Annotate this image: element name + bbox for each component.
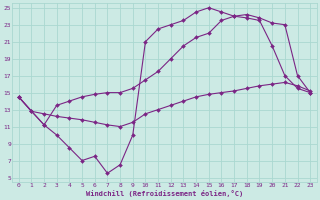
X-axis label: Windchill (Refroidissement éolien,°C): Windchill (Refroidissement éolien,°C) (86, 190, 243, 197)
